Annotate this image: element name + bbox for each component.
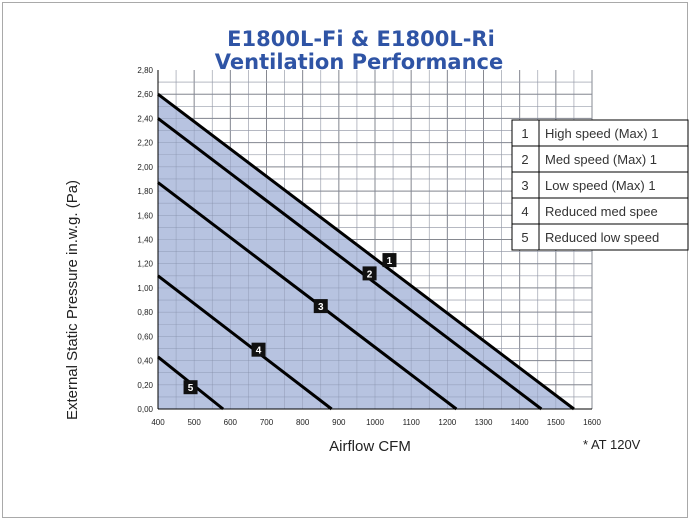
badge-box xyxy=(251,342,266,357)
series-badge-2: 2 xyxy=(362,266,377,281)
x-axis-label: Airflow CFM xyxy=(329,438,411,455)
badge-box xyxy=(382,253,397,268)
legend-number: 5 xyxy=(521,230,528,245)
legend-number: 2 xyxy=(521,152,528,167)
y-tick-label: 2,20 xyxy=(137,139,153,148)
x-tick-label: 700 xyxy=(260,418,274,427)
chart-title: E1800L-Fi & E1800L-Ri xyxy=(227,27,495,51)
y-tick-label: 0,20 xyxy=(137,381,153,390)
x-tick-label: 800 xyxy=(296,418,310,427)
series-line-2 xyxy=(157,117,543,411)
badge-number: 1 xyxy=(387,256,393,267)
y-tick-label: 1,40 xyxy=(137,236,153,245)
badge-number: 5 xyxy=(188,383,194,394)
y-tick-label: 1,20 xyxy=(137,260,153,269)
series-badge-1: 1 xyxy=(382,253,397,268)
x-tick-label: 900 xyxy=(332,418,346,427)
y-tick-label: 1,80 xyxy=(137,187,153,196)
y-tick-label: 2,00 xyxy=(137,163,153,172)
y-tick-label: 0,80 xyxy=(137,308,153,317)
legend-item-text: High speed (Max) 1 xyxy=(545,126,658,141)
legend-number: 4 xyxy=(521,204,528,219)
y-tick-label: 1,00 xyxy=(137,284,153,293)
series-line-3 xyxy=(157,181,458,411)
chart-subtitle: Ventilation Performance xyxy=(215,50,503,74)
legend-item-text: Low speed (Max) 1 xyxy=(545,178,656,193)
series-line-1 xyxy=(157,93,575,411)
badge-box xyxy=(183,380,198,395)
badge-number: 3 xyxy=(318,302,324,313)
y-tick-label: 0,40 xyxy=(137,357,153,366)
x-tick-labels: 400 500 600 700 800 900 1000 1100 1200 1300 1400 15… xyxy=(151,418,601,427)
badge-number: 4 xyxy=(256,346,262,357)
series-badge-4: 4 xyxy=(251,342,266,357)
legend-item-text: Reduced low speed xyxy=(545,230,659,245)
y-tick-labels: 0,00 0,20 0,40 0,60 0,80 1,00 1,20 1,40 1,60 1,80… xyxy=(137,66,153,414)
series-badge-3: 3 xyxy=(313,299,328,314)
legend-number: 1 xyxy=(521,126,528,141)
x-tick-label: 1200 xyxy=(438,418,456,427)
series-labels: 1 2 3 4 5 xyxy=(183,253,397,395)
badge-number: 2 xyxy=(367,269,373,280)
x-tick-label: 1300 xyxy=(475,418,493,427)
y-tick-label: 2,80 xyxy=(137,66,153,75)
legend: 1 High speed (Max) 1 2 Med speed (Max) 1 3 Lo… xyxy=(511,119,689,251)
legend-item-text: Med speed (Max) 1 xyxy=(545,152,657,167)
footnote: * AT 120V xyxy=(583,437,641,452)
legend-number: 3 xyxy=(521,178,528,193)
x-tick-label: 1400 xyxy=(511,418,529,427)
x-tick-label: 500 xyxy=(187,418,201,427)
y-tick-label: 2,40 xyxy=(137,114,153,123)
series-line-4 xyxy=(157,274,333,411)
y-tick-label: 1,60 xyxy=(137,211,153,220)
x-tick-label: 1600 xyxy=(583,418,601,427)
x-tick-label: 600 xyxy=(224,418,238,427)
chart-frame xyxy=(2,2,688,518)
badge-box xyxy=(362,266,377,281)
y-tick-label: 0,60 xyxy=(137,332,153,341)
x-tick-label: 1000 xyxy=(366,418,384,427)
x-tick-label: 1100 xyxy=(403,418,421,427)
legend-item-text: Reduced med spee xyxy=(545,204,658,219)
x-tick-label: 400 xyxy=(151,418,165,427)
axes xyxy=(157,70,592,410)
legend-box xyxy=(511,119,689,251)
series-badge-5: 5 xyxy=(183,380,198,395)
y-tick-label: 0,00 xyxy=(137,405,153,414)
y-axis-label: External Static Pressure in.w.g. (Pa) xyxy=(64,180,81,420)
y-tick-label: 2,60 xyxy=(137,90,153,99)
x-tick-label: 1500 xyxy=(547,418,565,427)
badge-box xyxy=(313,299,328,314)
